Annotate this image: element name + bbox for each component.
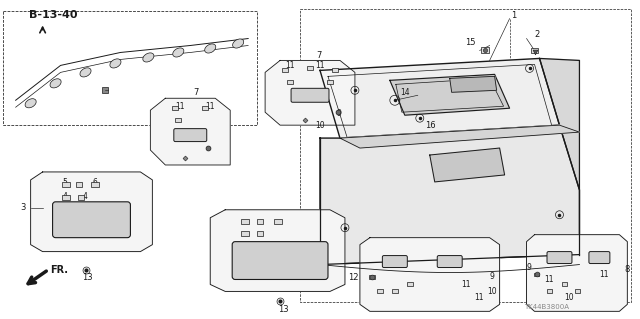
Text: 9: 9 <box>527 263 531 272</box>
Text: 6: 6 <box>93 178 97 187</box>
Text: 14: 14 <box>400 88 410 97</box>
Ellipse shape <box>110 59 121 68</box>
Text: B-13-40: B-13-40 <box>29 10 77 20</box>
Polygon shape <box>540 58 579 190</box>
Text: 7: 7 <box>193 88 198 97</box>
Ellipse shape <box>25 99 36 108</box>
Bar <box>257 219 263 224</box>
FancyBboxPatch shape <box>232 241 328 279</box>
Bar <box>327 80 333 84</box>
Text: 10: 10 <box>488 287 497 296</box>
Polygon shape <box>320 58 559 138</box>
Bar <box>92 182 99 187</box>
FancyBboxPatch shape <box>174 129 207 142</box>
Ellipse shape <box>80 68 91 77</box>
Text: 8: 8 <box>625 265 630 274</box>
Text: FR.: FR. <box>51 264 68 275</box>
Polygon shape <box>390 74 509 115</box>
FancyBboxPatch shape <box>382 256 407 268</box>
Text: 11: 11 <box>475 293 484 302</box>
Text: 11: 11 <box>285 61 294 70</box>
Bar <box>241 219 249 224</box>
FancyBboxPatch shape <box>52 202 131 238</box>
Bar <box>172 106 179 110</box>
Polygon shape <box>31 172 152 252</box>
Bar <box>287 80 293 84</box>
Text: 11: 11 <box>175 102 185 111</box>
Ellipse shape <box>173 48 184 57</box>
Text: 13: 13 <box>278 305 289 314</box>
Ellipse shape <box>143 53 154 62</box>
Bar <box>241 231 249 236</box>
Text: 1: 1 <box>511 11 517 20</box>
Bar <box>392 289 398 293</box>
Text: 9: 9 <box>337 109 342 118</box>
Polygon shape <box>340 125 579 148</box>
Polygon shape <box>527 235 627 311</box>
Text: 11: 11 <box>600 270 609 279</box>
Text: 10: 10 <box>315 121 324 130</box>
Text: 4: 4 <box>83 192 88 201</box>
FancyBboxPatch shape <box>547 252 572 263</box>
Bar <box>257 231 263 236</box>
Text: 11: 11 <box>205 102 215 111</box>
FancyBboxPatch shape <box>291 88 329 102</box>
Bar <box>76 182 81 187</box>
Text: 2: 2 <box>534 30 540 39</box>
Bar <box>61 182 70 187</box>
Polygon shape <box>265 60 355 125</box>
Bar <box>547 289 552 293</box>
Bar <box>481 48 488 54</box>
Polygon shape <box>360 238 500 311</box>
Text: 13: 13 <box>83 273 93 282</box>
Bar <box>3 11 257 125</box>
Text: 12: 12 <box>348 273 358 282</box>
Bar <box>531 48 538 53</box>
Text: 11: 11 <box>461 280 471 289</box>
Text: 11: 11 <box>545 275 554 284</box>
Bar <box>61 195 70 200</box>
Text: 9: 9 <box>490 272 495 281</box>
Polygon shape <box>450 76 497 92</box>
Text: 11: 11 <box>315 61 324 70</box>
Bar <box>377 289 383 293</box>
Text: 15: 15 <box>465 38 475 47</box>
FancyBboxPatch shape <box>437 256 462 268</box>
Ellipse shape <box>232 39 244 48</box>
Polygon shape <box>430 148 504 182</box>
Polygon shape <box>320 125 579 264</box>
Text: 5: 5 <box>63 178 67 187</box>
FancyBboxPatch shape <box>589 252 610 263</box>
Text: 7: 7 <box>316 51 321 60</box>
Bar <box>175 118 181 122</box>
Ellipse shape <box>205 44 216 53</box>
Polygon shape <box>150 98 230 165</box>
Text: 4: 4 <box>63 192 67 201</box>
Bar <box>407 282 413 286</box>
Ellipse shape <box>50 79 61 88</box>
Text: 10: 10 <box>564 293 574 302</box>
Bar <box>369 276 375 279</box>
Text: 16: 16 <box>425 121 435 130</box>
Text: 3: 3 <box>20 203 26 212</box>
Bar <box>77 195 83 200</box>
Bar <box>332 68 338 72</box>
Bar <box>282 68 288 72</box>
Polygon shape <box>210 210 345 292</box>
Bar <box>562 282 567 286</box>
Bar <box>202 106 208 110</box>
Bar <box>274 219 282 224</box>
Bar <box>307 66 313 70</box>
Bar <box>300 9 631 302</box>
Bar <box>534 272 539 277</box>
Bar <box>575 289 580 293</box>
Text: TK44B3800A: TK44B3800A <box>525 304 570 310</box>
